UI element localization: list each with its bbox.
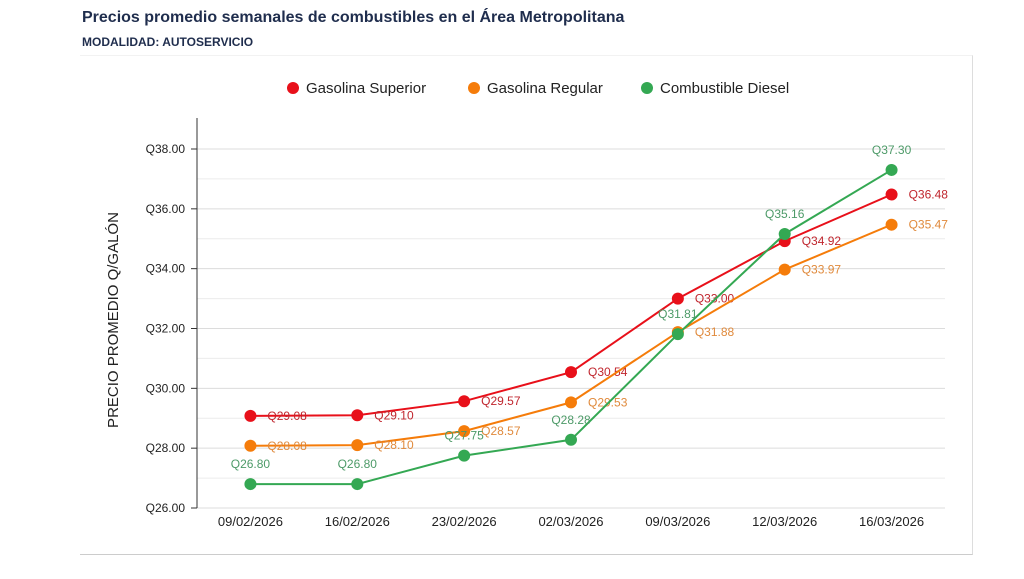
x-tick-label: 02/03/2026	[538, 514, 603, 529]
data-point	[565, 366, 577, 379]
x-tick-label: 23/02/2026	[432, 514, 497, 529]
x-tick-label: 09/03/2026	[645, 514, 710, 529]
data-point	[565, 433, 577, 446]
data-point	[671, 292, 684, 305]
legend-label: Gasolina Regular	[487, 80, 603, 97]
data-label: Q31.88	[695, 325, 735, 339]
legend-marker	[641, 82, 653, 94]
data-label: Q28.08	[267, 439, 307, 453]
data-point	[244, 478, 257, 491]
data-label: Q26.80	[338, 457, 378, 471]
data-point	[458, 425, 471, 438]
y-tick-label: Q32.00	[146, 322, 186, 336]
data-label: Q28.28	[551, 413, 591, 427]
chart-card	[80, 55, 973, 555]
data-point	[351, 439, 364, 452]
y-tick-label: Q26.00	[146, 501, 186, 515]
data-label: Q37.30	[872, 143, 912, 157]
y-tick-label: Q36.00	[146, 202, 186, 216]
data-label: Q29.10	[374, 408, 414, 422]
data-label: Q35.47	[909, 218, 949, 232]
x-tick-label: 12/03/2026	[752, 514, 817, 529]
data-point	[778, 227, 791, 240]
x-tick-label: 16/03/2026	[859, 514, 924, 529]
x-tick-label: 16/02/2026	[325, 514, 390, 529]
y-tick-label: Q34.00	[146, 262, 186, 276]
data-label: Q27.75	[444, 429, 484, 443]
data-label: Q30.54	[588, 365, 628, 379]
data-point	[351, 478, 364, 491]
data-point	[244, 409, 257, 422]
legend-marker	[287, 82, 299, 94]
data-point	[885, 163, 898, 176]
data-label: Q29.08	[267, 409, 307, 423]
data-point	[351, 409, 364, 422]
data-label: Q33.97	[802, 263, 842, 277]
y-tick-label: Q38.00	[146, 142, 186, 156]
data-point	[671, 328, 684, 341]
page-title: Precios promedio semanales de combustibl…	[82, 9, 625, 26]
data-label: Q29.57	[481, 394, 521, 408]
data-label: Q35.16	[765, 207, 805, 221]
data-label: Q28.57	[481, 424, 521, 438]
data-point	[885, 218, 898, 231]
data-point	[778, 263, 791, 276]
data-point	[244, 439, 257, 452]
data-label: Q31.81	[658, 307, 698, 321]
x-tick-label: 09/02/2026	[218, 514, 283, 529]
data-point	[885, 188, 898, 201]
data-point	[458, 449, 471, 462]
page-subtitle: MODALIDAD: AUTOSERVICIO	[82, 35, 254, 49]
data-label: Q26.80	[231, 457, 271, 471]
data-point	[565, 396, 577, 409]
legend-marker	[468, 82, 480, 94]
data-label: Q28.10	[374, 438, 414, 452]
legend-label: Gasolina Superior	[306, 80, 426, 97]
data-label: Q36.48	[909, 187, 949, 201]
y-tick-label: Q30.00	[146, 381, 186, 395]
data-label: Q34.92	[802, 234, 842, 248]
y-axis-label: PRECIO PROMEDIO Q/GALÓN	[105, 212, 122, 428]
legend-label: Combustible Diesel	[660, 80, 789, 97]
y-tick-label: Q28.00	[146, 441, 186, 455]
data-point	[458, 395, 471, 408]
